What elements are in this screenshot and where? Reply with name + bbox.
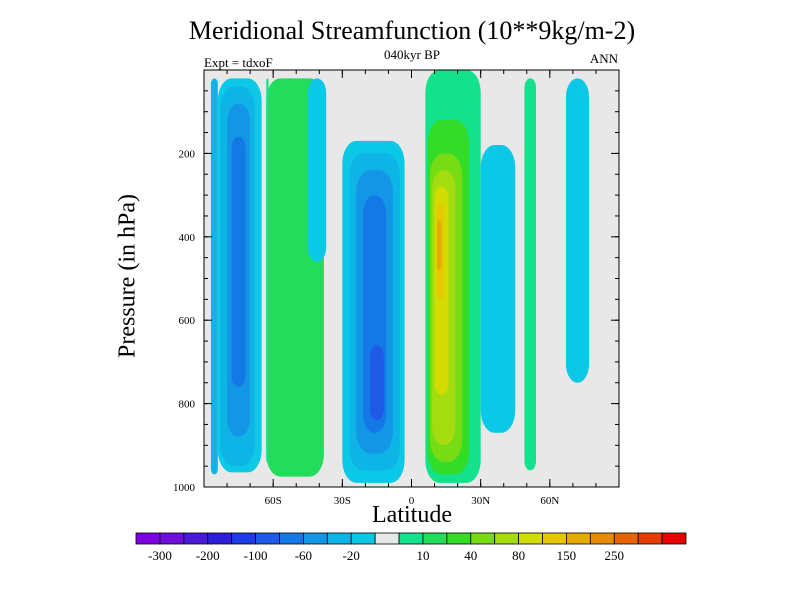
contour-cell-4 (231, 136, 246, 387)
colorbar-swatch-8 (326, 532, 352, 545)
colorbar-swatch-1 (159, 532, 185, 545)
x-axis-ticks: 60S 30S 0 30N 60N (265, 70, 559, 507)
colorbar-swatch-0 (135, 532, 161, 545)
colorbar-swatch-10 (374, 532, 400, 545)
y-tick-label-2: 600 (179, 315, 196, 327)
colorbar-label-6: 40 (464, 548, 477, 563)
colorbar-swatch-11 (398, 532, 424, 545)
colorbar-swatch-18 (566, 532, 591, 545)
colorbar-swatch-21 (637, 532, 663, 545)
contour-cell-0 (210, 78, 218, 475)
colorbar-swatch-19 (589, 532, 615, 545)
colorbar-label-0: -300 (148, 548, 172, 563)
colorbar-swatch-6 (279, 532, 304, 545)
colorbar-swatch-22 (661, 532, 687, 545)
contour-cell-20 (480, 145, 516, 433)
colorbar-label-5: 10 (416, 548, 429, 563)
colorbar-label-2: -100 (244, 548, 268, 563)
y-tick-label-3: 800 (179, 399, 196, 411)
colorbar-swatch-14 (470, 532, 496, 545)
colorbar-label-7: 80 (512, 548, 525, 563)
colorbar-label-9: 250 (605, 548, 625, 563)
contour-cell-6 (266, 78, 269, 462)
experiment-label: Expt = tdxoF (204, 55, 273, 70)
colorbar-swatch-20 (613, 532, 639, 545)
chart-subtitle: 040kyr BP (384, 47, 440, 62)
colorbar-swatch-3 (207, 532, 233, 545)
colorbar-swatch-5 (255, 532, 280, 545)
y-tick-label-4: 1000 (173, 482, 196, 494)
x-tick-label-0: 60S (265, 495, 282, 507)
season-label: ANN (589, 51, 618, 66)
x-tick-label-4: 60N (540, 495, 559, 507)
contour-cell-22 (565, 78, 590, 383)
y-axis-ticks: 200 400 600 800 1000 (173, 148, 619, 494)
colorbar-swatch-9 (350, 532, 376, 545)
colorbar-label-1: -200 (196, 548, 220, 563)
colorbar-swatch-2 (183, 532, 209, 545)
colorbar-label-4: -20 (343, 548, 360, 563)
contour-cell-12 (370, 345, 384, 421)
contour-fields (210, 70, 590, 483)
x-tick-label-2: 0 (409, 495, 415, 507)
x-axis-label: Latitude (372, 502, 452, 528)
contour-cell-7 (307, 78, 327, 262)
colorbar-label-3: -60 (295, 548, 312, 563)
colorbar-swatch-17 (542, 532, 567, 545)
x-tick-label-3: 30N (471, 495, 490, 507)
colorbar-label-8: 150 (557, 548, 577, 563)
chart-title: Meridional Streamfunction (10**9kg/m-2) (188, 16, 636, 45)
y-tick-label-1: 400 (179, 232, 196, 244)
y-tick-label-0: 200 (179, 148, 196, 160)
colorbar-swatch-7 (302, 532, 328, 545)
colorbar-swatch-15 (494, 532, 520, 545)
colorbar-swatch-4 (231, 532, 256, 545)
colorbar: -300 -200 -100 -60 -20 10 40 80 150 250 (135, 532, 687, 563)
colorbar-swatch-16 (518, 532, 543, 545)
colorbar-swatch-13 (446, 532, 472, 545)
x-tick-label-1: 30S (334, 495, 351, 507)
contour-cell-19 (436, 220, 442, 271)
colorbar-swatch-12 (422, 532, 448, 545)
contour-cell-21 (524, 78, 536, 471)
